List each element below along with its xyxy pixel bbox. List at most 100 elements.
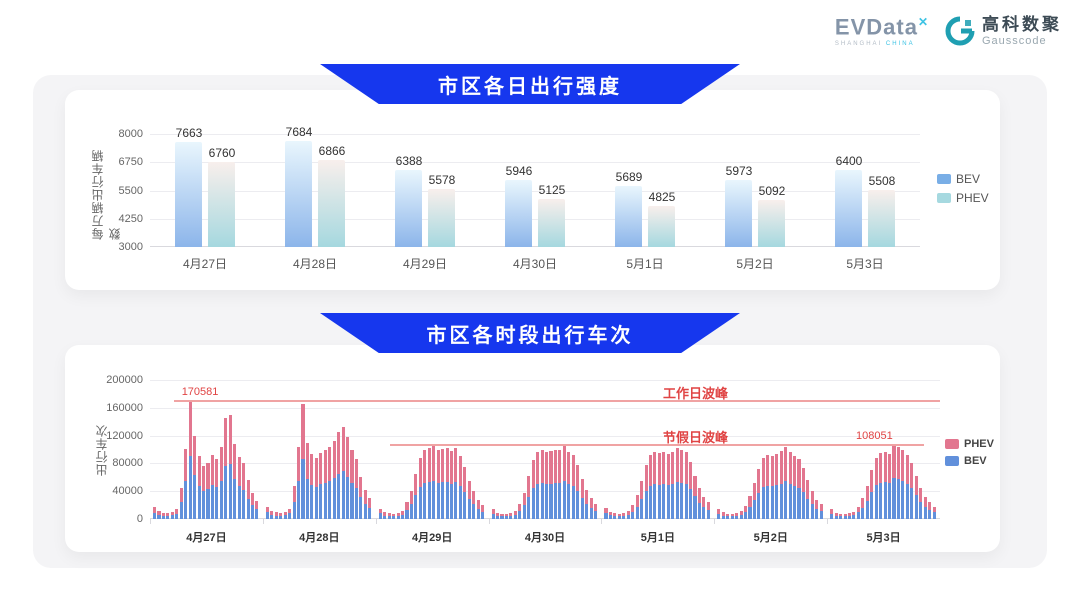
chart2-stacked-bar: [810, 491, 814, 519]
chart2-stacked-bar: [400, 510, 405, 519]
bev-segment: [631, 511, 635, 519]
chart2-stacked-bar: [445, 448, 449, 519]
chart2-stacked-bar: [476, 499, 480, 519]
chart2-stacked-bar: [545, 452, 549, 519]
phev-segment: [283, 512, 287, 516]
chart2-stacked-bar: [626, 511, 630, 519]
phev-segment: [819, 504, 823, 512]
phev-segment: [363, 489, 367, 504]
bev-segment: [680, 483, 684, 519]
chart2-stacked-bar: [726, 513, 730, 519]
chart2-gridline: [150, 407, 940, 409]
chart1-bar-bev: [285, 141, 312, 247]
chart2-stacked-bar: [359, 477, 363, 519]
phev-segment: [265, 506, 269, 513]
bev-segment: [242, 489, 246, 519]
chart2-stacked-bar: [297, 447, 301, 519]
chart2-day-label: 5月1日: [640, 532, 675, 544]
chart2-stacked-bar: [608, 512, 612, 519]
bev-segment: [400, 514, 405, 519]
bev-segment: [246, 498, 250, 519]
chart2-stacked-bar: [288, 508, 292, 519]
chart1-y-tick: 4250: [118, 212, 143, 225]
phev-segment: [648, 455, 653, 486]
chart2-stacked-bar: [153, 507, 157, 519]
chart2-stacked-bar: [684, 452, 688, 519]
bev-segment: [923, 506, 927, 519]
bev-segment: [368, 507, 372, 519]
phev-segment: [319, 452, 323, 485]
bev-segment: [653, 484, 657, 519]
chart2-stacked-bar: [730, 514, 734, 519]
phev-segment: [219, 446, 223, 481]
phev-segment: [414, 473, 418, 496]
phev-segment: [576, 464, 580, 491]
chart2-legend-item-phev[interactable]: PHEV: [945, 438, 994, 450]
bev-segment: [571, 485, 575, 519]
bev-segment: [613, 516, 617, 519]
chart1-legend: BEV PHEV: [937, 172, 989, 205]
chart2-stacked-bar: [500, 513, 504, 519]
chart2-day-label: 5月3日: [866, 532, 901, 544]
phev-segment: [761, 457, 765, 488]
phev-segment: [354, 459, 358, 488]
chart2-stacked-bar: [752, 482, 756, 519]
chart2-stacked-bar: [314, 457, 318, 519]
chart2-stacked-bar: [346, 437, 350, 519]
chart1-legend-item-bev[interactable]: BEV: [937, 172, 989, 186]
chart1-gridline: [150, 162, 920, 164]
phev-segment: [622, 513, 626, 517]
phev-segment: [852, 512, 856, 516]
bev-segment: [518, 511, 522, 519]
bev-segment: [576, 490, 580, 519]
phev-segment: [522, 492, 526, 506]
chart1-bar-bev: [175, 141, 202, 247]
header-logos: EVData✕ SHANGHAI CHINA 高科数聚 Gausscode: [835, 15, 1062, 47]
phev-segment: [589, 498, 593, 508]
phev-segment: [423, 450, 427, 483]
phev-segment: [847, 513, 852, 516]
bev-segment: [454, 482, 458, 519]
evdata-logo: EVData✕ SHANGHAI CHINA: [835, 16, 929, 47]
chart2-stacked-bar: [436, 449, 440, 519]
phev-segment: [779, 450, 783, 484]
phev-segment: [224, 418, 228, 466]
chart2-stacked-bar: [617, 514, 621, 519]
chart2-stacked-bar: [527, 475, 531, 519]
chart2-stacked-bar: [888, 453, 892, 519]
chart2-y-tick: 80000: [112, 457, 143, 470]
chart2-stacked-bar: [576, 464, 580, 519]
phev-segment: [536, 451, 540, 485]
chart2-stacked-bar: [905, 455, 909, 519]
bev-segment: [865, 500, 869, 519]
bev-segment: [310, 484, 314, 519]
bev-segment: [337, 473, 341, 519]
phev-segment: [491, 509, 495, 514]
chart1-gridline: [150, 190, 920, 192]
chart2-stacked-bar: [197, 456, 201, 519]
chart1-legend-item-phev[interactable]: PHEV: [937, 191, 989, 205]
phev-segment: [810, 491, 814, 505]
phev-segment: [458, 456, 462, 487]
chart2-stacked-bar: [662, 451, 666, 519]
workday-peak-value: 170581: [181, 386, 219, 399]
phev-segment: [770, 456, 774, 487]
chart2-stacked-bar: [201, 466, 206, 519]
phev-segment: [640, 480, 644, 499]
bev-segment: [383, 515, 387, 519]
bev-segment: [536, 484, 540, 519]
chart1-title-banner: 市区各日出行强度: [320, 64, 740, 104]
chart2-stacked-bar: [706, 502, 710, 519]
bev-segment: [319, 484, 323, 519]
chart1-bar-phev: [868, 190, 895, 247]
phev-segment: [504, 514, 509, 517]
bev-segment: [901, 481, 905, 519]
chart2-legend-item-bev[interactable]: BEV: [945, 455, 994, 467]
bev-segment: [662, 483, 666, 519]
phev-segment: [400, 510, 405, 515]
phev-segment: [739, 511, 743, 515]
chart1-bar-phev: [208, 162, 235, 247]
phev-segment: [310, 454, 314, 485]
chart2-stacked-bar: [923, 496, 927, 519]
bev-segment: [513, 514, 517, 519]
